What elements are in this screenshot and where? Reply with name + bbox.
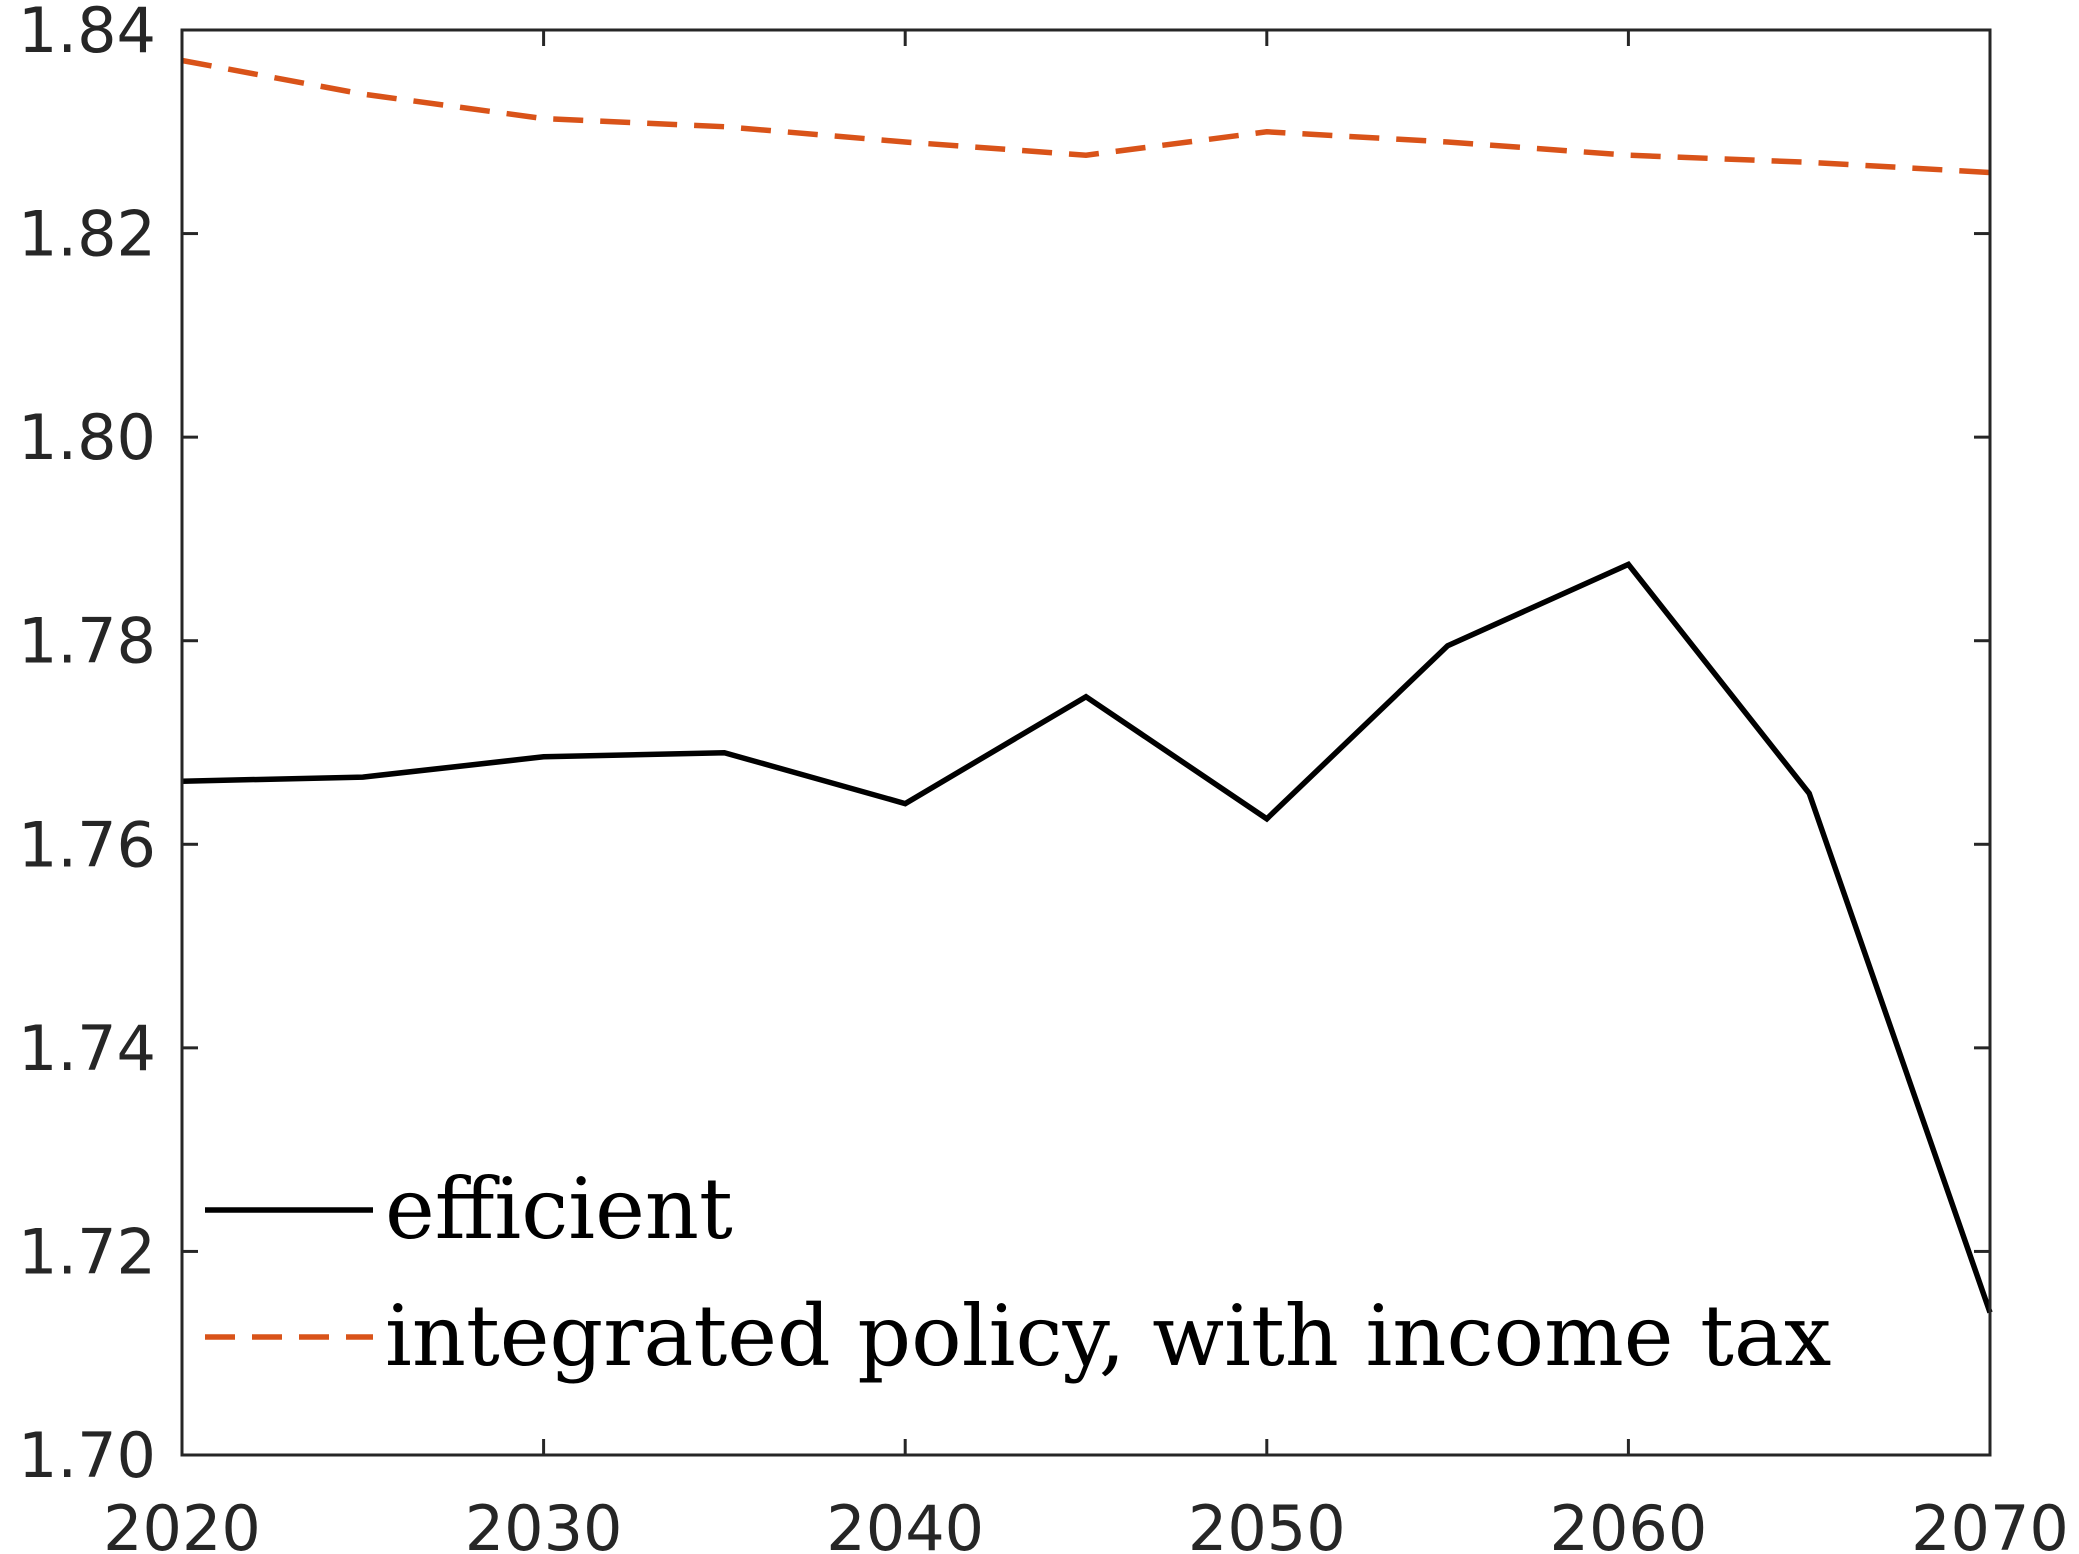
legend-label: efficient	[385, 1160, 733, 1258]
series-lines	[181, 57, 1993, 1314]
series-efficient-line	[181, 561, 1993, 1314]
series-integrated-policy-line	[181, 57, 1991, 176]
x-tick-label: 2050	[1188, 1492, 1346, 1554]
y-tick-label: 1.76	[18, 808, 156, 881]
x-tick-label: 2030	[465, 1492, 623, 1554]
x-tick-label: 2070	[1911, 1492, 2069, 1554]
y-tick-label: 1.78	[18, 605, 156, 678]
axis-ticks: 2020 2030 2040 2050 2060 2070 1.70 1.72 1.74 1.76…	[18, 0, 2069, 1554]
x-tick-label: 2060	[1550, 1492, 1708, 1554]
axes-frame	[180, 28, 1992, 1457]
y-tick-label: 1.74	[18, 1012, 156, 1085]
y-tick-label: 1.72	[18, 1215, 156, 1288]
legend: efficient integrated policy, with income …	[205, 1160, 1831, 1385]
x-tick-label: 2040	[826, 1492, 984, 1554]
legend-label: integrated policy, with income tax	[385, 1287, 1831, 1385]
y-tick-label: 1.84	[18, 0, 156, 67]
y-tick-label: 1.80	[18, 401, 156, 474]
x-tick-label: 2020	[103, 1492, 261, 1554]
y-tick-label: 1.70	[18, 1419, 156, 1492]
y-tick-label: 1.82	[18, 198, 156, 271]
